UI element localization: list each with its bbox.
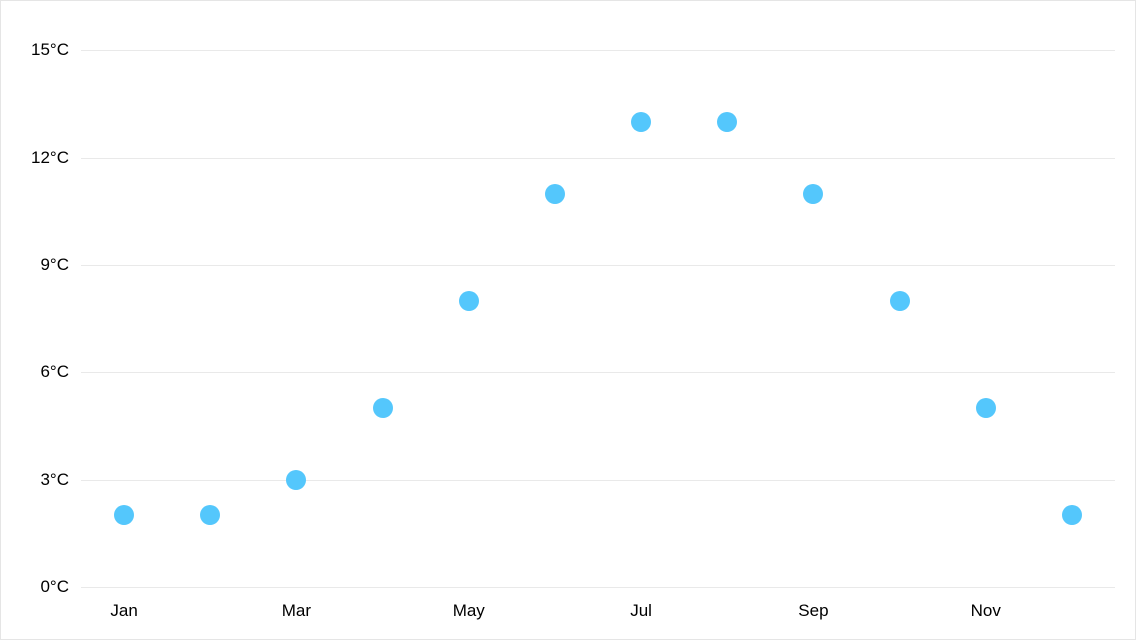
x-tick-label: Sep <box>798 587 828 621</box>
x-tick-label: May <box>453 587 485 621</box>
plot-area: 0°C3°C6°C9°C12°C15°CJanMarMayJulSepNov <box>81 29 1115 587</box>
data-point <box>200 505 220 525</box>
y-tick-label: 6°C <box>40 362 81 382</box>
temperature-scatter-chart: 0°C 3°C 6°C 9°C 12°C 15°C Jan Mar May Jul Sep Nov <box>0 0 1136 640</box>
data-point <box>717 112 737 132</box>
y-tick-label: 15°C <box>31 40 81 60</box>
gridline <box>81 587 1115 588</box>
data-point <box>114 505 134 525</box>
x-tick-label: Jul <box>630 587 652 621</box>
x-tick-label: Jan <box>110 587 137 621</box>
gridline <box>81 158 1115 159</box>
data-point <box>1062 505 1082 525</box>
gridline <box>81 480 1115 481</box>
y-tick-label: 0°C <box>40 577 81 597</box>
data-point <box>373 398 393 418</box>
data-point <box>890 291 910 311</box>
data-point <box>545 184 565 204</box>
x-tick-label: Nov <box>971 587 1001 621</box>
data-point <box>803 184 823 204</box>
data-point <box>459 291 479 311</box>
data-point <box>976 398 996 418</box>
gridline <box>81 50 1115 51</box>
gridline <box>81 372 1115 373</box>
data-point <box>631 112 651 132</box>
y-tick-label: 9°C <box>40 255 81 275</box>
gridline <box>81 265 1115 266</box>
y-tick-label: 3°C <box>40 470 81 490</box>
x-tick-label: Mar <box>282 587 311 621</box>
data-point <box>286 470 306 490</box>
y-tick-label: 12°C <box>31 148 81 168</box>
